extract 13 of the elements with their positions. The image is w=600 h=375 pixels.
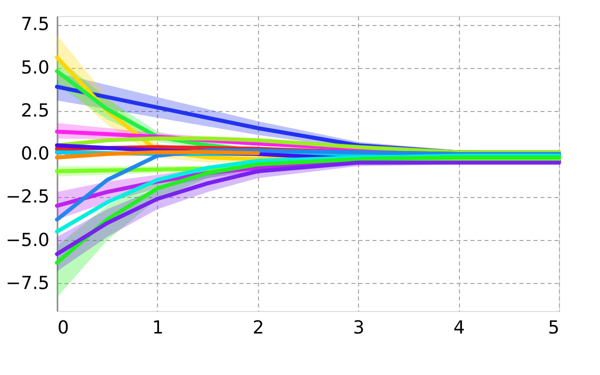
y-tick-label: 2.5: [20, 100, 50, 122]
y-tick-label: −5.0: [6, 230, 50, 251]
y-tick-label: 5.0: [20, 57, 50, 78]
y-tick-label: 0.0: [20, 144, 50, 165]
y-tick-label: −2.5: [6, 186, 50, 208]
x-tick-label: 2: [252, 318, 264, 338]
x-tick-label: 0: [58, 318, 69, 338]
x-tick-label: 5: [548, 318, 560, 338]
x-tick-label: 4: [453, 318, 465, 338]
y-tick-label: 7.5: [20, 14, 50, 36]
x-tick-label: 1: [152, 318, 164, 338]
y-tick-label: −7.5: [6, 272, 50, 294]
x-tick-label: 3: [352, 318, 364, 338]
